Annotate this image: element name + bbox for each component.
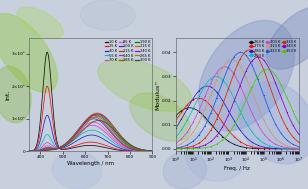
Legend: 10 K, 25 K, 40 K, 55 K, 70 K, 85 K, 100 K, 115 K, 140 K, 165 K, 190 K, 215 K, 24: 10 K, 25 K, 40 K, 55 K, 70 K, 85 K, 100 … <box>103 39 152 64</box>
X-axis label: Wavelength / nm: Wavelength / nm <box>67 161 115 166</box>
Y-axis label: Modulus'': Modulus'' <box>155 80 160 109</box>
Ellipse shape <box>80 0 136 30</box>
Ellipse shape <box>130 93 190 141</box>
Y-axis label: Int.: Int. <box>5 89 10 100</box>
Ellipse shape <box>17 7 63 38</box>
Ellipse shape <box>52 151 102 189</box>
Legend: 263 K, 273 K, 283 K, 293 K, 303 K, 313 K, 323 K, 333 K, 343 K, 353 K: 263 K, 273 K, 283 K, 293 K, 303 K, 313 K… <box>248 39 298 59</box>
Ellipse shape <box>239 82 308 164</box>
X-axis label: Freq. / Hz: Freq. / Hz <box>224 166 250 171</box>
Ellipse shape <box>0 13 57 92</box>
Ellipse shape <box>185 129 246 181</box>
Ellipse shape <box>198 20 294 131</box>
Ellipse shape <box>266 6 308 69</box>
Ellipse shape <box>98 59 192 111</box>
Ellipse shape <box>0 66 31 123</box>
Ellipse shape <box>163 151 206 189</box>
